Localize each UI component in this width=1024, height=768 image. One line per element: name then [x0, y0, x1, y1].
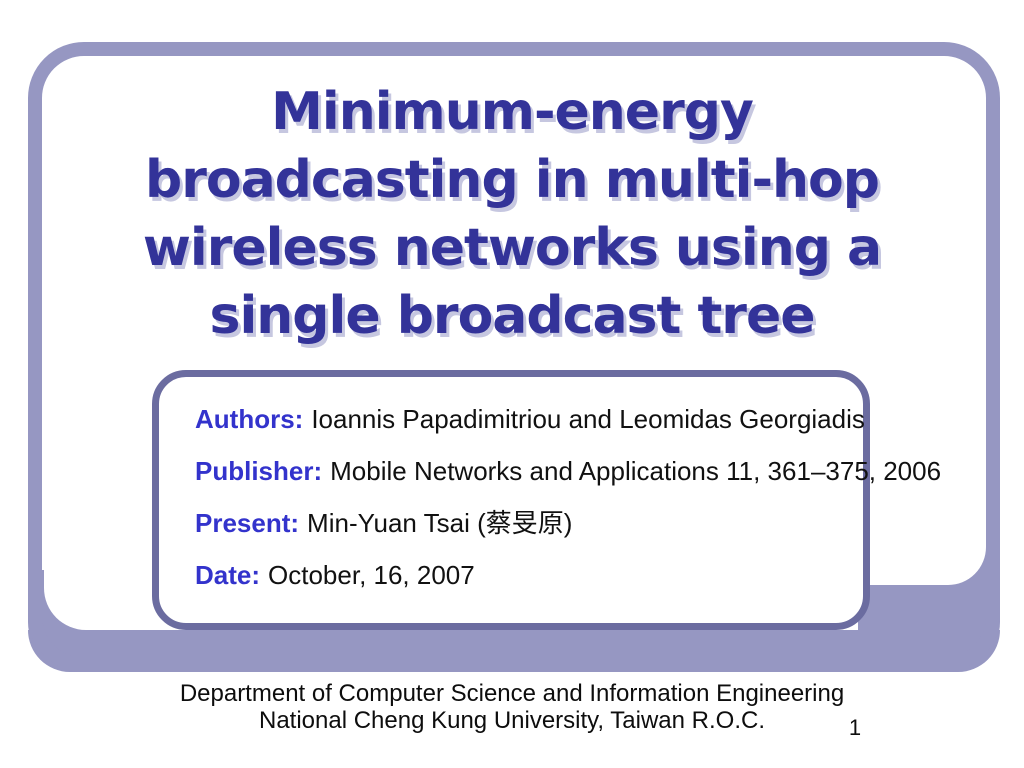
- title-line: single broadcast tree: [209, 286, 816, 346]
- date-value: October, 16, 2007: [268, 560, 475, 590]
- band-notch-right: [858, 505, 986, 585]
- publisher-label: Publisher:: [195, 456, 323, 486]
- info-row-present: Present: Min-Yuan Tsai (蔡旻原): [195, 508, 843, 538]
- date-label: Date:: [195, 560, 261, 590]
- authors-value: Ioannis Papadimitriou and Leomidas Georg…: [311, 404, 865, 434]
- present-value: Min-Yuan Tsai (蔡旻原): [307, 508, 573, 538]
- info-row-authors: Authors: Ioannis Papadimitriou and Leomid…: [195, 404, 865, 434]
- footer-line-university: National Cheng Kung University, Taiwan R…: [258, 707, 765, 734]
- present-label: Present:: [195, 508, 300, 538]
- slide-frame-border: [28, 42, 1000, 672]
- publisher-value: Mobile Networks and Applications 11, 361…: [330, 456, 942, 486]
- authors-label: Authors:: [195, 404, 304, 434]
- title-line: wireless networks using a: [142, 218, 882, 278]
- page-number: 1: [848, 715, 862, 740]
- title-line: Minimum-energy: [271, 82, 754, 142]
- band-notch-left: [44, 530, 116, 630]
- footer: Department of Computer Science and Infor…: [0, 680, 1024, 734]
- slide-title: Minimum-energy broadcasting in multi-hop…: [50, 78, 974, 350]
- info-box: Authors: Ioannis Papadimitriou and Leomid…: [152, 370, 941, 630]
- footer-line-department: Department of Computer Science and Infor…: [179, 680, 845, 707]
- info-row-date: Date: October, 16, 2007: [195, 560, 843, 590]
- title-line: broadcasting in multi-hop: [144, 150, 880, 210]
- info-row-publisher: Publisher: Mobile Networks and Applicatio…: [195, 456, 941, 486]
